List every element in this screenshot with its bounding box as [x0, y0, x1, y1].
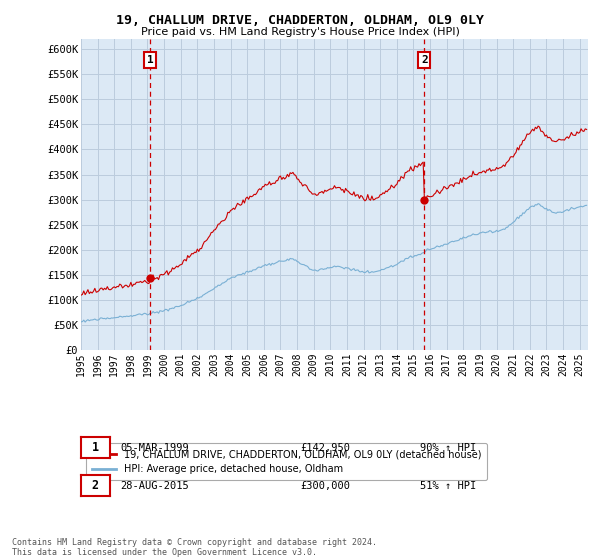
- Text: £142,950: £142,950: [300, 443, 350, 453]
- Text: 28-AUG-2015: 28-AUG-2015: [120, 481, 189, 491]
- Text: 1: 1: [92, 441, 99, 454]
- Text: 2: 2: [421, 55, 428, 65]
- Text: 90% ↑ HPI: 90% ↑ HPI: [420, 443, 476, 453]
- Text: 2: 2: [92, 479, 99, 492]
- Text: 05-MAR-1999: 05-MAR-1999: [120, 443, 189, 453]
- Text: 19, CHALLUM DRIVE, CHADDERTON, OLDHAM, OL9 0LY: 19, CHALLUM DRIVE, CHADDERTON, OLDHAM, O…: [116, 14, 484, 27]
- Text: Contains HM Land Registry data © Crown copyright and database right 2024.
This d: Contains HM Land Registry data © Crown c…: [12, 538, 377, 557]
- Text: Price paid vs. HM Land Registry's House Price Index (HPI): Price paid vs. HM Land Registry's House …: [140, 27, 460, 37]
- Legend: 19, CHALLUM DRIVE, CHADDERTON, OLDHAM, OL9 0LY (detached house), HPI: Average pr: 19, CHALLUM DRIVE, CHADDERTON, OLDHAM, O…: [86, 444, 487, 480]
- Text: 1: 1: [147, 55, 154, 65]
- Text: 51% ↑ HPI: 51% ↑ HPI: [420, 481, 476, 491]
- Text: £300,000: £300,000: [300, 481, 350, 491]
